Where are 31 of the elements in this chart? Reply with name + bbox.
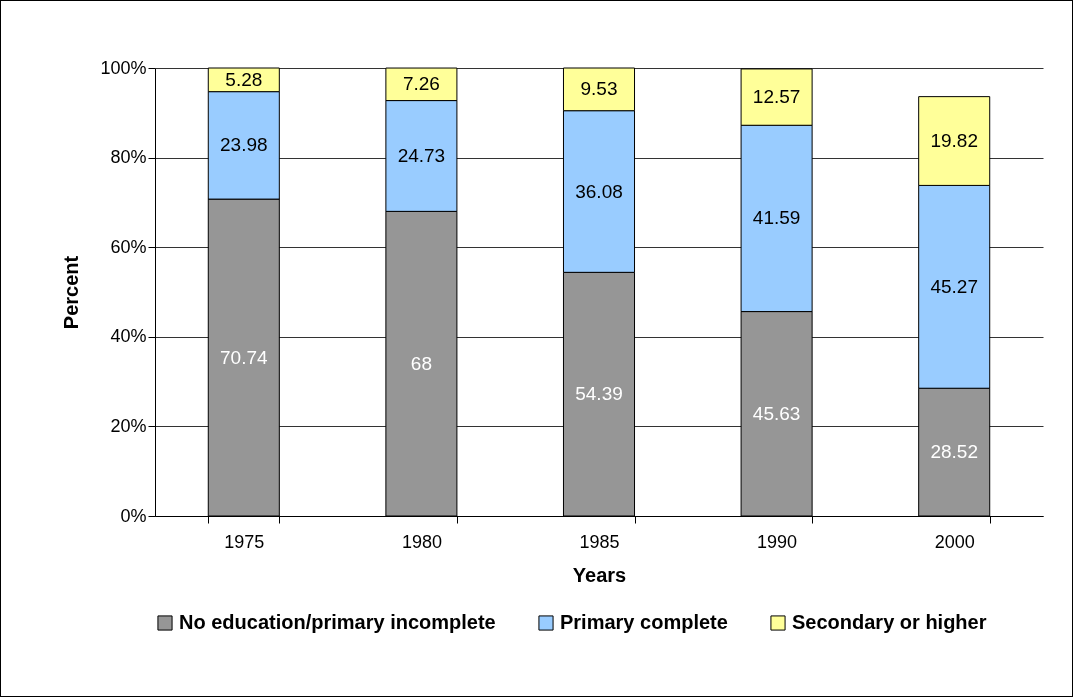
- data-label: 41.59: [752, 207, 801, 229]
- x-tick-label: 1990: [757, 531, 798, 552]
- data-label: 45.63: [752, 402, 801, 424]
- data-label: 9.53: [580, 78, 618, 100]
- data-label: 28.52: [930, 441, 978, 463]
- legend-label: No education/primary incomplete: [179, 611, 496, 633]
- legend-label: Secondary or higher: [792, 611, 987, 633]
- y-tick-label: 0%: [120, 505, 147, 526]
- data-label: 12.57: [752, 86, 801, 108]
- data-label: 19.82: [930, 130, 978, 152]
- y-tick-label: 40%: [110, 326, 147, 347]
- x-tick-label: 2000: [934, 531, 975, 552]
- y-tick-label: 80%: [110, 147, 147, 168]
- y-axis-title: Percent: [60, 255, 83, 330]
- data-label: 24.73: [397, 144, 446, 166]
- data-label: 7.26: [402, 73, 440, 95]
- legend-label: Primary complete: [560, 611, 728, 633]
- data-label: 70.74: [220, 346, 269, 368]
- data-label: 45.27: [930, 275, 978, 297]
- data-label: 54.39: [575, 383, 623, 405]
- x-tick-label: 1985: [579, 531, 620, 552]
- data-label: 5.28: [225, 68, 263, 90]
- x-tick-label: 1975: [224, 531, 265, 552]
- x-axis-title: Years: [572, 563, 627, 586]
- y-tick-label: 60%: [110, 236, 147, 257]
- x-tick-label: 1980: [401, 531, 442, 552]
- data-label: 36.08: [575, 180, 623, 202]
- y-tick-label: 20%: [110, 415, 147, 436]
- y-tick-label: 100%: [100, 57, 147, 78]
- data-label: 23.98: [220, 134, 268, 156]
- data-label: 68: [410, 352, 432, 374]
